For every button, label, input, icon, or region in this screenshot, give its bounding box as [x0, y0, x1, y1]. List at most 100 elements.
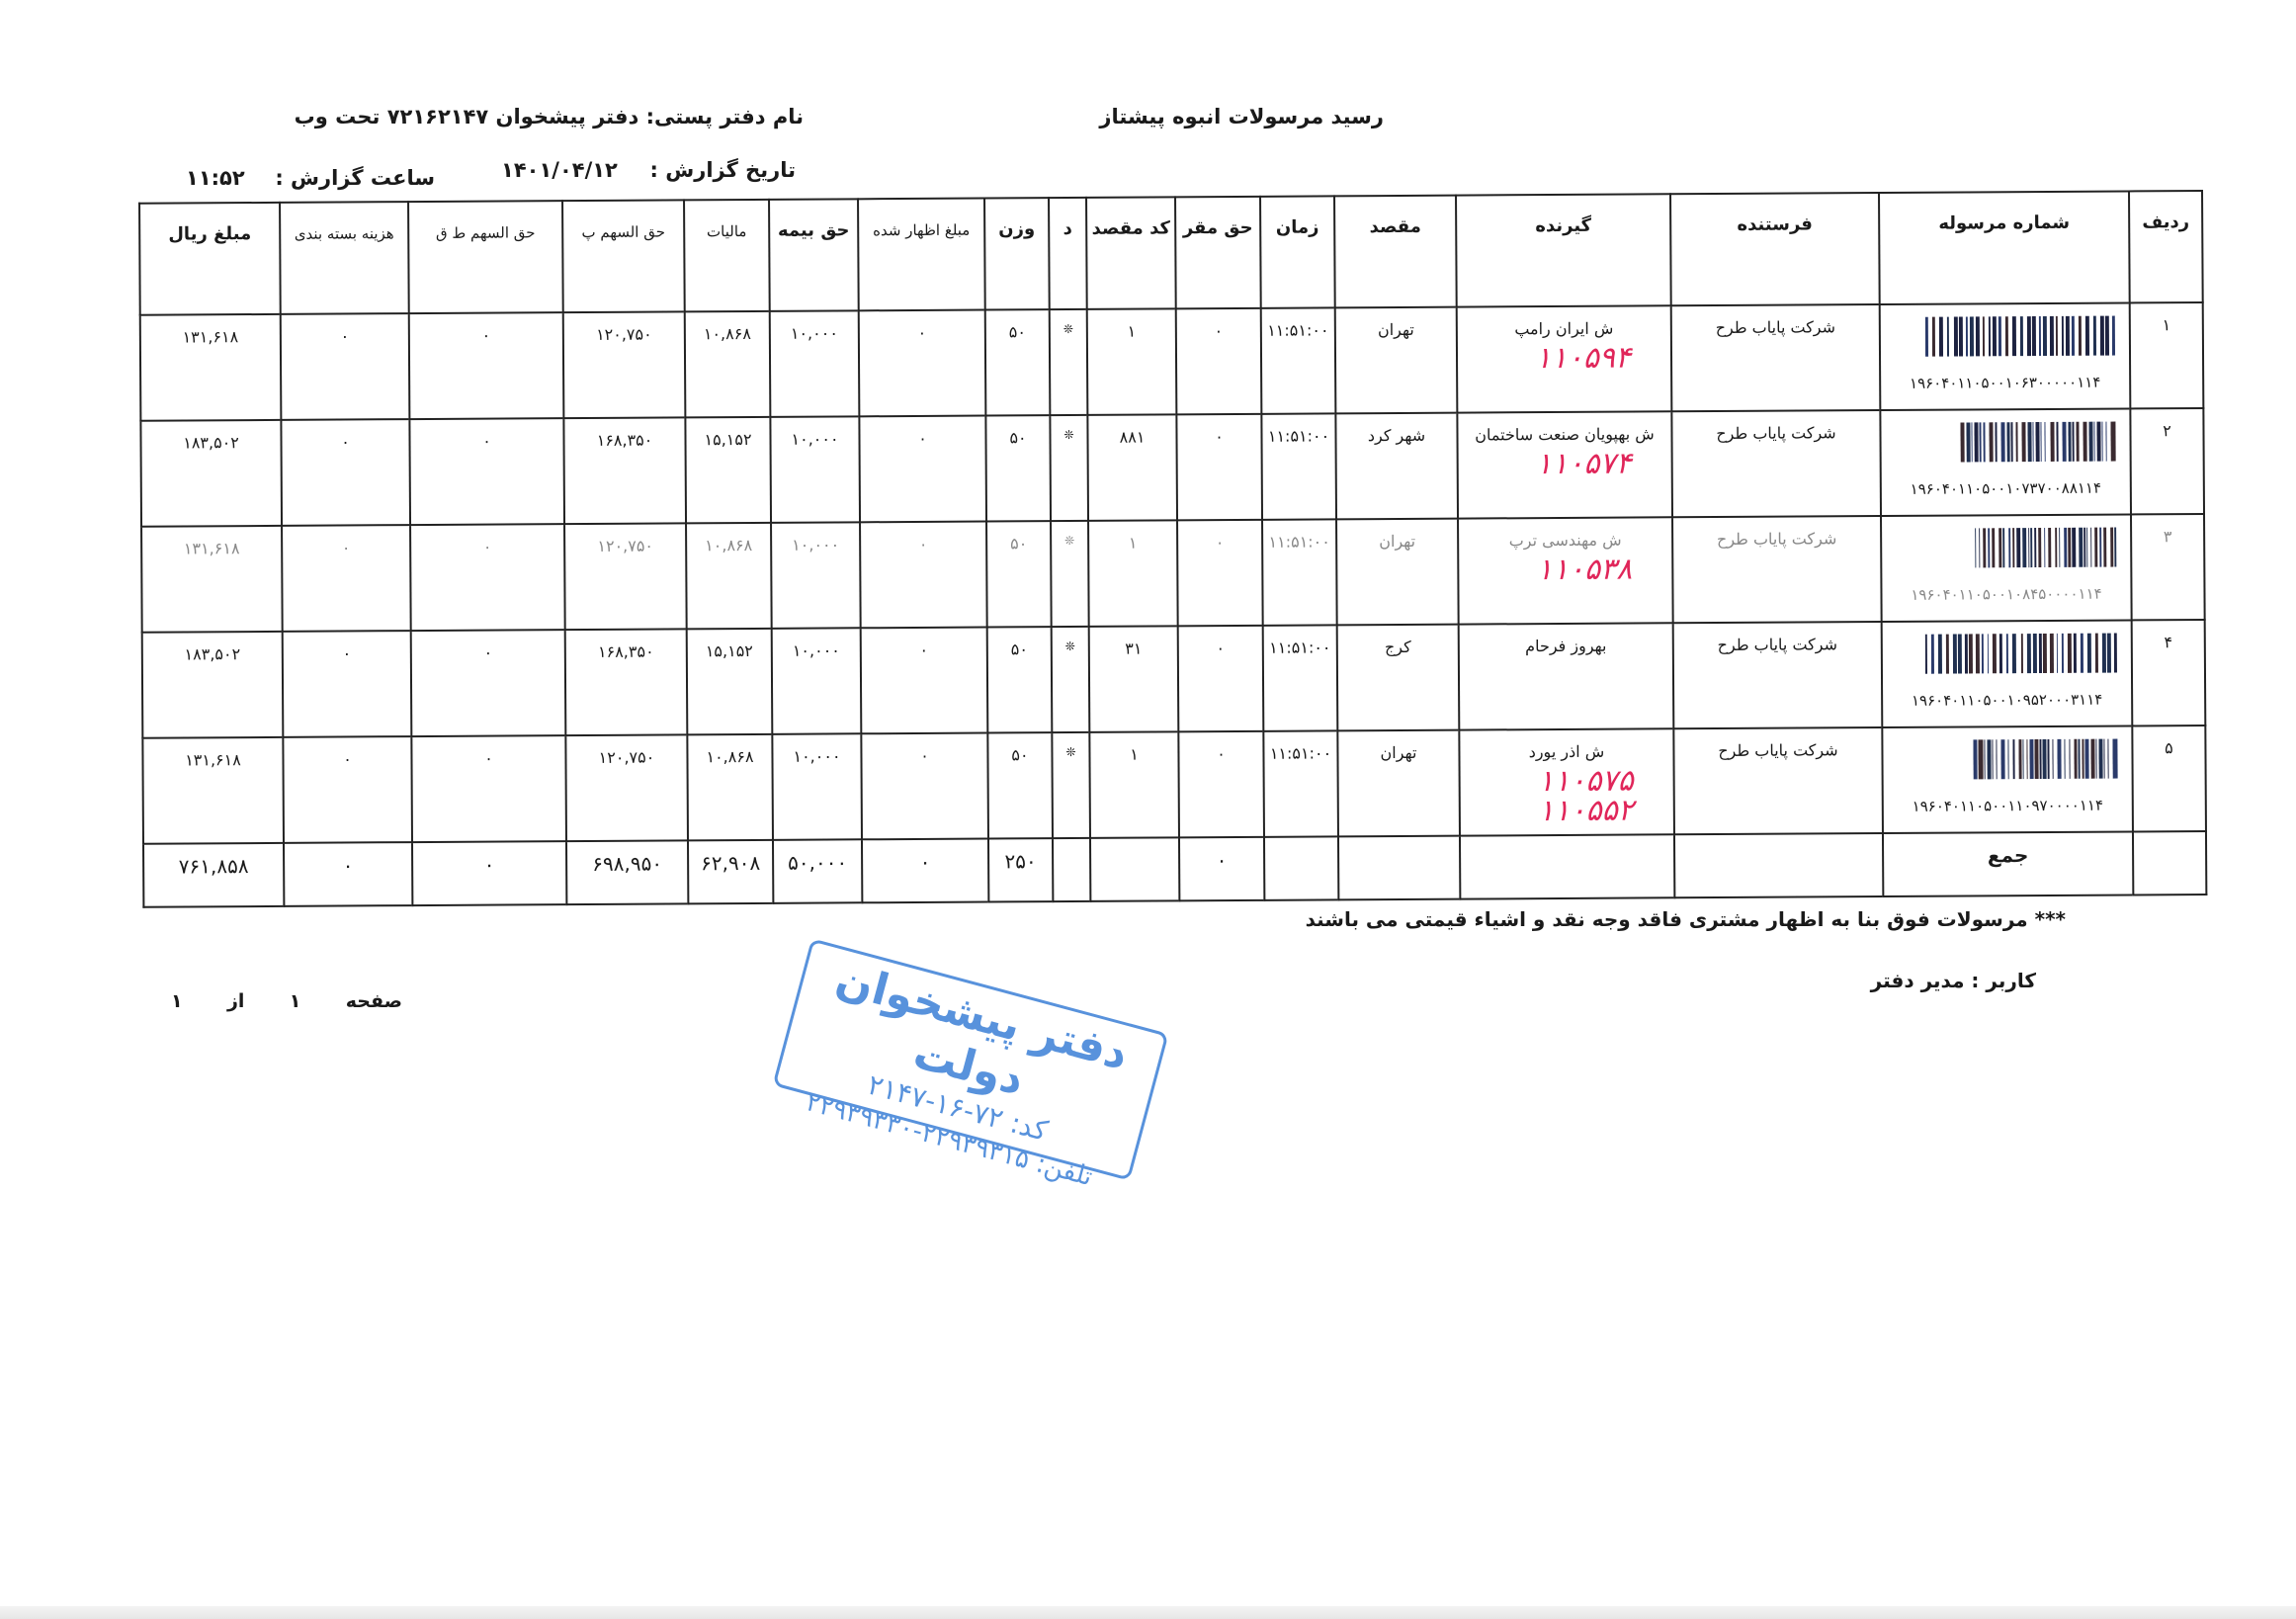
cell-tax: ۱۵,۱۵۲: [685, 416, 772, 524]
cell-tax: ۱۰,۸۶۸: [687, 733, 773, 841]
cell-packaging: ۰: [283, 736, 412, 843]
cell-tax: ۱۰,۸۶۸: [686, 522, 772, 630]
cell-base-fee: ۰: [1175, 307, 1262, 415]
col-dest-code: کد مقصد: [1086, 197, 1176, 309]
col-share-p: حق السهم پ: [562, 200, 685, 313]
table-row: ۵ ۱۹۶۰۴۰۱۱۰۵۰۰۱۱۰۹۷۰۰۰۰۱۱۴ شرکت پایاب طرح ش…: [142, 724, 2206, 844]
handwritten-note: ۱۱۰۵۷۴: [1535, 446, 1632, 482]
cell-declared-value: ۰: [861, 732, 988, 840]
cell-d-mark: ❊: [1052, 731, 1090, 839]
total-base-fee: ۰: [1178, 836, 1265, 901]
cell-amount: ۱۸۳,۵۰۲: [141, 631, 284, 738]
report-title: رسید مرسولات انبوه پیشتاز: [1099, 105, 1384, 128]
cell-share-p: ۱۲۰,۷۵۰: [562, 311, 686, 419]
cell-tracking-number: ۱۹۶۰۴۰۱۱۰۵۰۰۱۰۸۴۵۰۰۰۰۱۱۴: [1881, 514, 2132, 622]
cell-declared-value: ۰: [858, 309, 986, 417]
cell-insurance: ۱۰,۰۰۰: [769, 310, 860, 417]
cell-d-mark: ❊: [1051, 626, 1090, 733]
col-row: ردیف: [2129, 191, 2203, 303]
table-row: ۴ ۱۹۶۰۴۰۱۱۰۵۰۰۱۰۹۵۲۰۰۰۳۱۱۴ شرکت پایاب طرح ب…: [141, 619, 2206, 738]
cell-insurance: ۱۰,۰۰۰: [772, 733, 862, 840]
cell-sender: شرکت پایاب طرح: [1672, 515, 1882, 624]
cell-share-p: ۱۲۰,۷۵۰: [564, 523, 687, 631]
total-empty: [1337, 835, 1461, 900]
office-name: نام دفتر پستی: دفتر پیشخوان ۷۲۱۶۲۱۴۷ تحت…: [294, 105, 804, 128]
cell-tracking-number: ۱۹۶۰۴۰۱۱۰۵۰۰۱۰۶۳۰۰۰۰۰۱۱۴: [1879, 302, 2131, 410]
cell-insurance: ۱۰,۰۰۰: [771, 522, 861, 629]
cell-share-tq: ۰: [408, 312, 564, 420]
page-current: ۱: [289, 990, 301, 1012]
cell-dest-code: ۸۸۱: [1087, 414, 1178, 521]
cell-weight: ۵۰: [987, 732, 1053, 839]
cell-sender: شرکت پایاب طرح: [1672, 621, 1883, 729]
cell-sender: شرکت پایاب طرح: [1670, 304, 1881, 412]
receiver-name: ش ایران رامپ: [1514, 318, 1614, 339]
total-declared: ۰: [861, 838, 989, 903]
cell-dest-code: ۱: [1089, 731, 1179, 838]
cell-packaging: ۰: [282, 631, 412, 737]
cell-receiver: ش بهپویان صنعت ساختمان ۱۱۰۵۷۴: [1457, 411, 1673, 519]
cell-tax: ۱۰,۸۶۸: [684, 310, 771, 418]
handwritten-note: ۱۱۰۵۷۵: [1537, 763, 1634, 800]
cell-row-number: ۵: [2132, 724, 2206, 832]
cell-destination: تهران: [1336, 518, 1459, 626]
cell-declared-value: ۰: [859, 415, 987, 523]
cell-share-p: ۱۶۸,۳۵۰: [564, 629, 688, 736]
cell-sender: شرکت پایاب طرح: [1673, 726, 1883, 835]
page-total: ۱: [171, 990, 183, 1012]
page-indicator: صفحه ۱ از ۱: [171, 990, 402, 1012]
cell-time: ۱۱:۵۱:۰۰: [1262, 625, 1338, 731]
scan-edge: [0, 1606, 2296, 1619]
total-label: جمع: [1882, 831, 2134, 896]
cell-amount: ۱۳۱,۶۱۸: [141, 525, 283, 633]
cell-weight: ۵۰: [986, 627, 1053, 733]
col-share-tq: حق السهم ط ق: [408, 201, 563, 314]
cell-sender: شرکت پایاب طرح: [1671, 409, 1882, 518]
col-packaging: هزینه بسته بندی: [280, 202, 409, 314]
disclaimer-note: *** مرسولات فوق بنا به اظهار مشتری فاقد …: [1305, 907, 2066, 931]
total-share-tq: ۰: [411, 841, 567, 906]
receiver-name: ش مهندسی ترپ: [1508, 530, 1622, 551]
cell-share-tq: ۰: [411, 735, 566, 843]
cell-tax: ۱۵,۱۵۲: [686, 628, 773, 735]
table-body: ۱ ۱۹۶۰۴۰۱۱۰۵۰۰۱۰۶۳۰۰۰۰۰۱۱۴ شرکت پایاب طرح ش…: [139, 302, 2207, 907]
tracking-number: ۱۹۶۰۴۰۱۱۰۵۰۰۱۱۰۹۷۰۰۰۰۱۱۴: [1912, 796, 2104, 815]
cell-weight: ۵۰: [984, 309, 1051, 416]
cell-amount: ۱۳۱,۶۱۸: [139, 313, 282, 421]
cell-destination: شهر کرد: [1335, 412, 1459, 520]
receiver-name: بهروز فرحام: [1525, 636, 1607, 656]
total-empty: [2132, 830, 2207, 895]
barcode-icon: [1896, 421, 2116, 463]
cell-share-tq: ۰: [410, 524, 565, 632]
user-label: کاربر : مدیر دفتر: [1870, 969, 2036, 992]
col-receiver: گیرنده: [1456, 194, 1671, 307]
total-empty: [1263, 836, 1339, 900]
barcode-icon: [1895, 315, 2115, 357]
cell-base-fee: ۰: [1177, 519, 1263, 627]
cell-time: ۱۱:۵۱:۰۰: [1263, 730, 1338, 837]
total-amount: ۷۶۱,۸۵۸: [143, 842, 285, 907]
cell-base-fee: ۰: [1178, 730, 1264, 838]
receiver-name: ش اذر یورد: [1528, 741, 1605, 762]
barcode-icon: [1898, 738, 2118, 780]
cell-d-mark: ❊: [1051, 520, 1089, 628]
table-header-row: ردیف شماره مرسوله فرستنده گیرنده مقصد زم…: [139, 191, 2203, 315]
cell-amount: ۱۸۳,۵۰۲: [140, 419, 283, 527]
cell-packaging: ۰: [280, 313, 410, 420]
cell-insurance: ۱۰,۰۰۰: [770, 416, 861, 523]
cell-share-tq: ۰: [410, 630, 566, 737]
total-packaging: ۰: [284, 842, 413, 906]
page-of: از: [226, 990, 245, 1012]
cell-d-mark: ❊: [1050, 414, 1089, 522]
cell-dest-code: ۱: [1086, 308, 1177, 415]
cell-share-tq: ۰: [409, 418, 565, 526]
cell-insurance: ۱۰,۰۰۰: [771, 628, 862, 734]
report-time: ۱۱:۵۲: [186, 166, 245, 190]
col-sender: فرستنده: [1670, 193, 1880, 306]
report-date: ۱۴۰۱/۰۴/۱۲: [501, 158, 618, 182]
col-destination: مقصد: [1334, 195, 1457, 308]
cell-declared-value: ۰: [860, 521, 987, 629]
cell-row-number: ۳: [2131, 514, 2205, 621]
total-empty: [1089, 837, 1180, 901]
total-empty: [1459, 834, 1675, 899]
